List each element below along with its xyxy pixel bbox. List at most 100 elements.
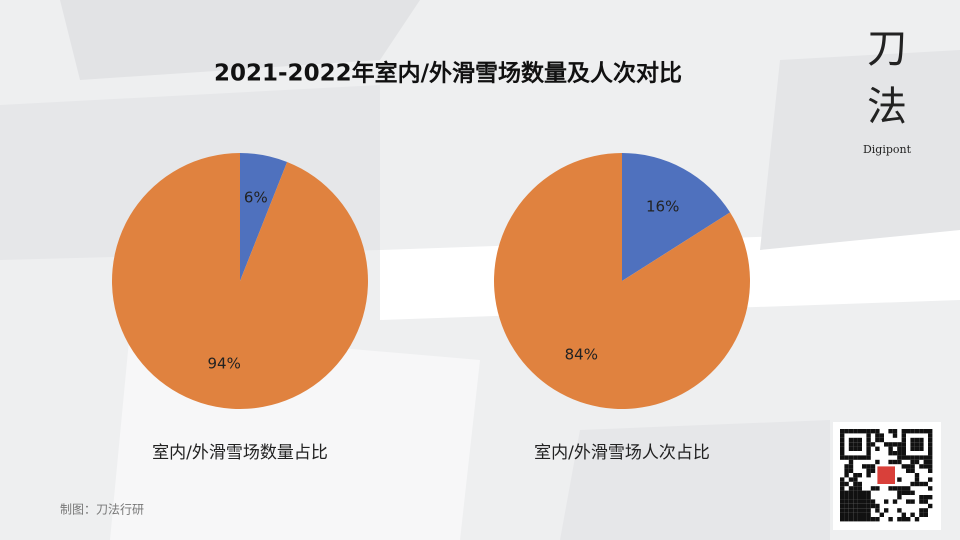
data-label: 84% bbox=[565, 346, 598, 364]
qr-cell bbox=[857, 495, 862, 500]
chart-title: 室内/外滑雪场数量占比 bbox=[152, 443, 328, 463]
qr-cell bbox=[862, 455, 867, 460]
qr-cell bbox=[914, 477, 920, 482]
qr-cell bbox=[862, 499, 867, 504]
qr-cell bbox=[897, 451, 902, 456]
qr-cell bbox=[897, 459, 902, 465]
qr-cell bbox=[923, 495, 928, 500]
qr-cell bbox=[888, 459, 893, 465]
qr-cell bbox=[857, 508, 862, 513]
qr-cell bbox=[848, 464, 854, 469]
qr-cell bbox=[840, 508, 845, 513]
qr-cell bbox=[866, 512, 871, 517]
qr-cell bbox=[870, 464, 876, 469]
qr-cell bbox=[897, 446, 902, 451]
qr-cell bbox=[884, 508, 889, 513]
qr-cell bbox=[884, 442, 889, 447]
qr-cell bbox=[857, 429, 862, 434]
qr-cell bbox=[928, 477, 933, 482]
qr-cell bbox=[901, 517, 906, 522]
qr-cell bbox=[844, 464, 849, 469]
qr-cell bbox=[844, 490, 849, 495]
qr-cell bbox=[906, 499, 911, 504]
qr-cell bbox=[928, 442, 933, 447]
qr-cell bbox=[862, 503, 867, 509]
qr-cell bbox=[884, 499, 889, 504]
qr-cell bbox=[870, 486, 876, 491]
qr-cell bbox=[857, 446, 862, 451]
qr-cell bbox=[853, 455, 858, 460]
qr-cell bbox=[848, 459, 854, 465]
qr-cell bbox=[857, 437, 862, 443]
qr-cell bbox=[866, 437, 871, 443]
qr-cell bbox=[901, 490, 906, 495]
qr-cell bbox=[840, 442, 845, 447]
qr-cell bbox=[840, 486, 845, 491]
qr-cell bbox=[897, 490, 902, 495]
page-title: 2021-2022年室内/外滑雪场数量及人次对比 bbox=[214, 60, 682, 87]
qr-cell bbox=[875, 517, 880, 522]
logo-char: 法 bbox=[867, 84, 907, 130]
qr-cell bbox=[870, 503, 876, 509]
bg-shape bbox=[560, 420, 830, 540]
qr-cell bbox=[892, 451, 898, 456]
qr-cell bbox=[853, 508, 858, 513]
qr-cell bbox=[840, 477, 845, 482]
qr-cell bbox=[848, 512, 854, 517]
qr-cell bbox=[914, 481, 920, 487]
footer-credit: 制图：刀法行研 bbox=[60, 503, 144, 517]
qr-cell bbox=[914, 429, 920, 434]
qr-cell bbox=[888, 446, 893, 451]
qr-cell bbox=[844, 481, 849, 487]
qr-cell bbox=[857, 473, 862, 478]
qr-cell bbox=[857, 512, 862, 517]
qr-cell bbox=[862, 490, 867, 495]
qr-cell bbox=[866, 490, 871, 495]
qr-cell bbox=[870, 499, 876, 504]
qr-cell bbox=[853, 429, 858, 434]
qr-cell bbox=[875, 508, 880, 513]
qr-cell bbox=[901, 486, 906, 491]
qr-cell bbox=[923, 512, 928, 517]
qr-cell bbox=[857, 503, 862, 509]
qr-cell bbox=[870, 442, 876, 447]
qr-cell bbox=[901, 437, 906, 443]
qr-cell bbox=[844, 429, 849, 434]
qr-cell bbox=[844, 508, 849, 513]
qr-cell bbox=[844, 503, 849, 509]
qr-cell bbox=[853, 490, 858, 495]
qr-cell bbox=[919, 429, 924, 434]
qr-cell bbox=[866, 455, 871, 460]
qr-cell bbox=[848, 517, 854, 522]
qr-cell bbox=[897, 517, 902, 522]
qr-cell bbox=[901, 442, 906, 447]
data-label: 16% bbox=[646, 197, 679, 215]
qr-cell bbox=[853, 481, 858, 487]
qr-cell bbox=[866, 468, 871, 473]
qr-cell bbox=[853, 473, 858, 478]
qr-cell bbox=[906, 486, 911, 491]
qr-cell bbox=[866, 429, 871, 434]
qr-cell bbox=[923, 459, 928, 465]
qr-cell bbox=[906, 468, 911, 473]
qr-cell bbox=[897, 442, 902, 447]
qr-cell bbox=[901, 455, 906, 460]
qr-cell bbox=[892, 499, 898, 504]
qr-cell bbox=[910, 468, 915, 473]
qr-cell bbox=[910, 442, 915, 447]
qr-cell bbox=[928, 503, 933, 509]
qr-cell bbox=[848, 455, 854, 460]
qr-cell bbox=[866, 499, 871, 504]
qr-cell bbox=[844, 455, 849, 460]
qr-cell bbox=[928, 455, 933, 460]
qr-cell bbox=[892, 433, 898, 438]
qr-cell bbox=[919, 437, 924, 443]
qr-cell bbox=[928, 451, 933, 456]
qr-cell bbox=[844, 517, 849, 522]
qr-cell bbox=[862, 512, 867, 517]
qr-cell bbox=[906, 490, 911, 495]
qr-cell bbox=[914, 517, 920, 522]
qr-cell bbox=[888, 442, 893, 447]
qr-cell bbox=[892, 442, 898, 447]
qr-cell bbox=[910, 464, 915, 469]
